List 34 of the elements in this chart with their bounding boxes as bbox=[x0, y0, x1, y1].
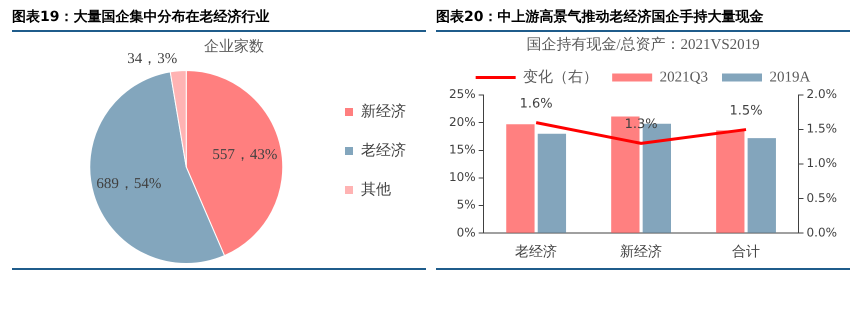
data-label: 1.5% bbox=[730, 103, 763, 118]
y2-tick-label: 0.0% bbox=[806, 225, 838, 240]
legend-label: 老经济 bbox=[361, 142, 406, 159]
x-tick-label: 老经济 bbox=[515, 244, 558, 260]
data-label: 1.3% bbox=[624, 117, 658, 132]
chart-subtitle: 国企持有现金/总资产：2021VS2019 bbox=[526, 36, 760, 53]
chart-subtitle: 企业家数 bbox=[204, 38, 264, 55]
chart-title: 图表20：中上游高景气推动老经济国企手持大量现金 bbox=[436, 4, 850, 32]
legend-label: 变化（右） bbox=[523, 68, 598, 86]
y-tick-label: 20% bbox=[449, 114, 476, 129]
data-label: 34，3% bbox=[127, 51, 178, 68]
legend-label: 2021Q3 bbox=[660, 69, 708, 86]
y-tick-label: 10% bbox=[449, 170, 476, 184]
y2-tick-label: 1.0% bbox=[806, 156, 838, 170]
y2-tick-label: 1.5% bbox=[806, 122, 838, 136]
y2-tick-label: 2.0% bbox=[806, 87, 838, 102]
x-tick-label: 新经济 bbox=[620, 244, 662, 260]
legend-label: 新经济 bbox=[361, 102, 406, 120]
bar bbox=[716, 130, 744, 233]
data-label: 557，43% bbox=[212, 146, 278, 163]
chart-title: 图表19：大量国企集中分布在老经济行业 bbox=[12, 4, 426, 32]
y2-tick-label: 0.5% bbox=[806, 190, 838, 205]
data-label: 1.6% bbox=[520, 96, 553, 112]
y-tick-label: 5% bbox=[456, 198, 476, 212]
y-tick-label: 15% bbox=[449, 142, 476, 156]
bar bbox=[748, 138, 776, 233]
data-label: 689，54% bbox=[96, 176, 162, 192]
y-tick-label: 25% bbox=[449, 87, 476, 102]
legend-label: 2019A bbox=[770, 69, 810, 86]
bar bbox=[506, 124, 535, 233]
bar bbox=[538, 134, 566, 233]
y-tick-label: 0% bbox=[456, 225, 476, 240]
x-tick-label: 合计 bbox=[732, 244, 760, 260]
legend-label: 其他 bbox=[361, 180, 391, 198]
